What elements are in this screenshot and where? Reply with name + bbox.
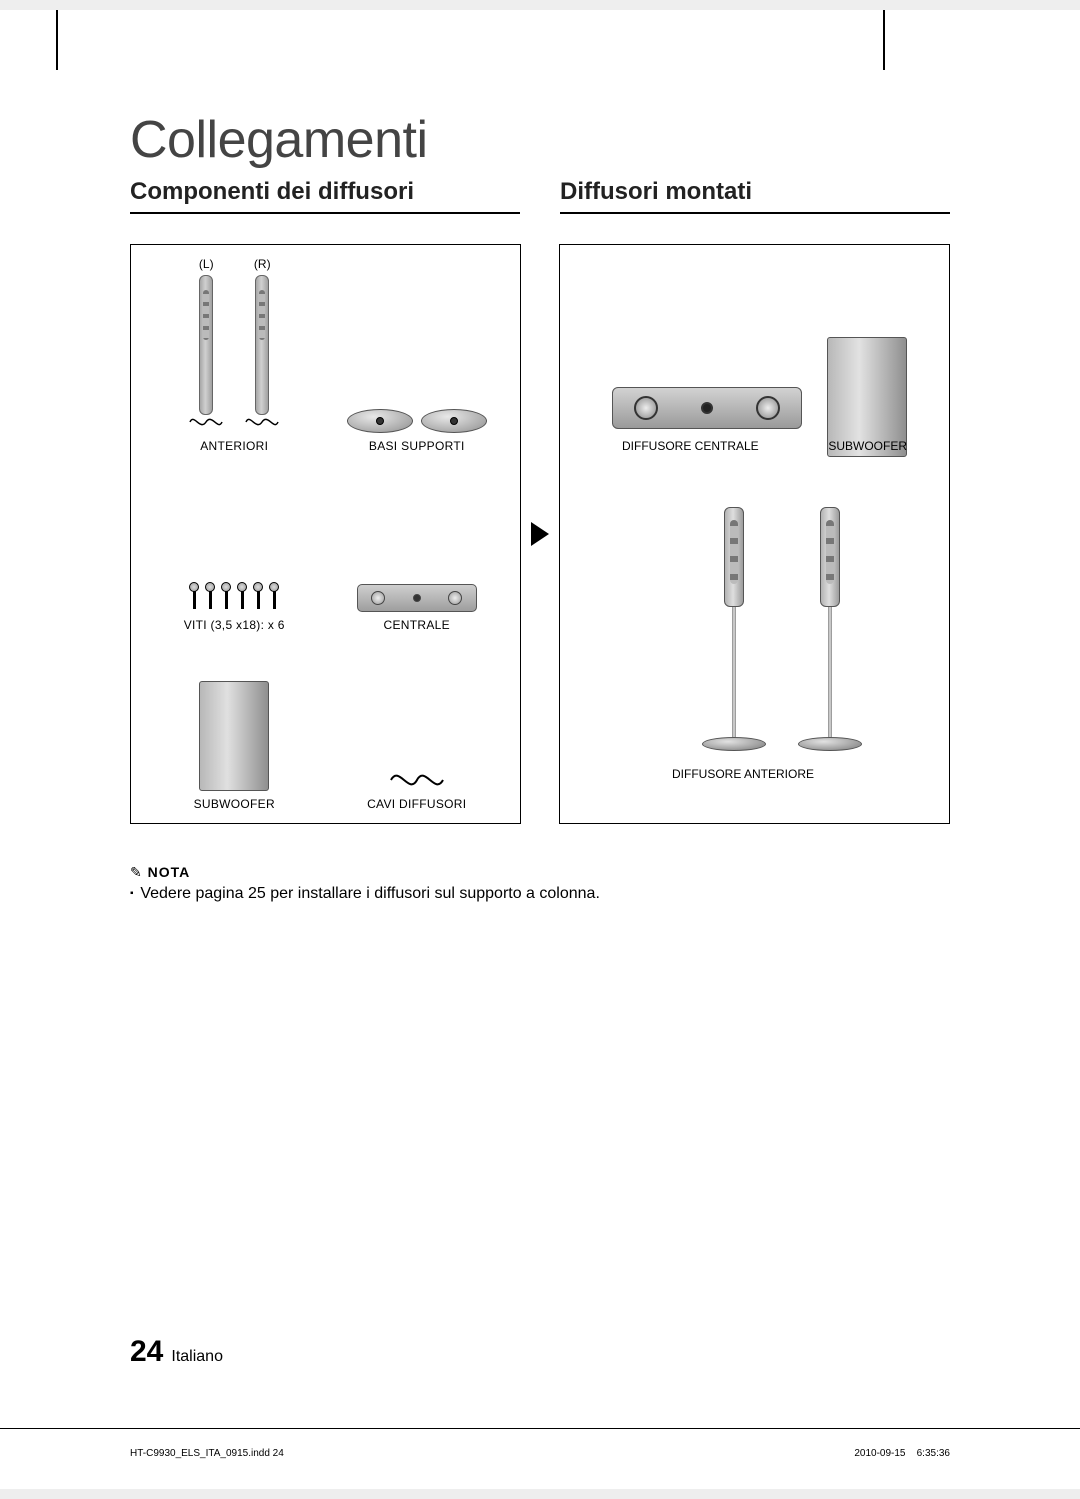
cable-label: CAVI DIFFUSORI [367, 797, 466, 811]
subwoofer-label: SUBWOOFER [828, 439, 907, 453]
manual-page: Collegamenti Componenti dei diffusori Di… [0, 10, 1080, 1489]
front-right-label: (R) [254, 257, 271, 271]
column-headings: Componenti dei diffusori Diffusori monta… [130, 178, 950, 214]
centre-speaker-icon [612, 387, 802, 429]
front-label: ANTERIORI [200, 439, 268, 453]
stand-base-icon [421, 409, 487, 433]
right-heading: Diffusori montati [560, 178, 950, 214]
assembled-front-speakers [702, 507, 862, 751]
front-speaker-icon [199, 275, 213, 415]
print-metadata: HT-C9930_ELS_ITA_0915.indd 24 2010-09-15… [130, 1448, 950, 1459]
screw-icon [252, 582, 264, 612]
front-speakers-cell: (L) (R) ANTERIORI [143, 257, 326, 453]
stand-bases-cell: BASI SUPPORTI [326, 257, 509, 453]
crop-mark [883, 10, 885, 70]
diagram-row: (L) (R) ANTERIORI [130, 244, 950, 824]
curly-cable-icon [244, 415, 280, 429]
page-number: 24 [130, 1335, 163, 1369]
subwoofer-label: SUBWOOFER [194, 797, 275, 811]
front-left-label: (L) [199, 257, 214, 271]
base-label: BASI SUPPORTI [369, 439, 465, 453]
subwoofer-cell: SUBWOOFER [143, 640, 326, 811]
centre-label: CENTRALE [384, 618, 450, 632]
page-footer: 24 Italiano [130, 1335, 223, 1369]
print-date: 2010-09-15 [854, 1448, 905, 1459]
subwoofer-icon [199, 681, 269, 791]
front-speaker-icon [255, 275, 269, 415]
left-heading: Componenti dei diffusori [130, 178, 520, 214]
note-block: NOTA Vedere pagina 25 per installare i d… [130, 864, 950, 903]
components-diagram: (L) (R) ANTERIORI [130, 244, 521, 824]
screw-label: VITI (3,5 x18): x 6 [184, 618, 285, 632]
print-time: 6:35:36 [917, 1448, 950, 1459]
section-title: Collegamenti [130, 110, 950, 170]
speaker-cable-icon [387, 769, 447, 791]
indd-filename: HT-C9930_ELS_ITA_0915.indd 24 [130, 1448, 284, 1459]
tallstand-speaker-icon [702, 507, 766, 751]
note-body: Vedere pagina 25 per installare i diffus… [130, 885, 950, 903]
screw-icon [268, 582, 280, 612]
curly-cable-icon [188, 415, 224, 429]
screw-icon [204, 582, 216, 612]
front-label: DIFFUSORE ANTERIORE [672, 767, 814, 781]
tallstand-speaker-icon [798, 507, 862, 751]
note-heading: NOTA [130, 864, 950, 881]
screw-icon [188, 582, 200, 612]
print-crop-line [0, 1428, 1080, 1430]
screw-icon [236, 582, 248, 612]
stand-base-icon [347, 409, 413, 433]
page-language: Italiano [171, 1348, 223, 1366]
crop-mark [56, 10, 58, 70]
centre-cell: CENTRALE [326, 461, 509, 632]
centre-label: DIFFUSORE CENTRALE [622, 439, 759, 453]
cables-cell: CAVI DIFFUSORI [326, 640, 509, 811]
centre-speaker-icon [357, 584, 477, 612]
arrow-right-icon [531, 522, 549, 546]
screw-icon [220, 582, 232, 612]
screws-cell: VITI (3,5 x18): x 6 [143, 461, 326, 632]
assembled-diagram: DIFFUSORE CENTRALE SUBWOOFER DIFFUSORE A… [559, 244, 950, 824]
